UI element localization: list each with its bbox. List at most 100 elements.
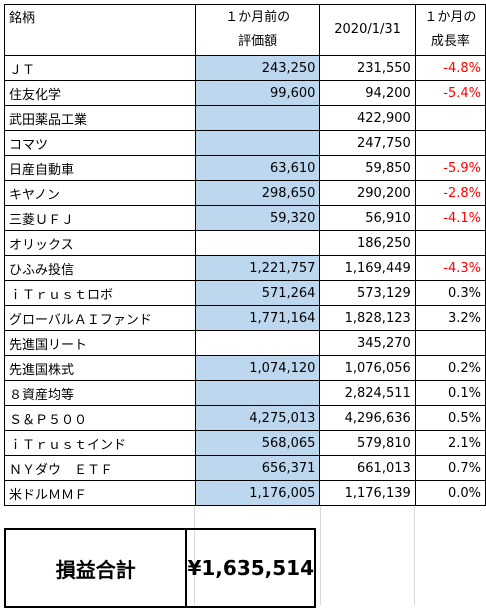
header-prev-line1: １か月前の (225, 10, 291, 25)
cell-growth-rate[interactable]: 2.1% (414, 430, 486, 456)
table-row: 武田薬品工業 422,900 (4, 105, 486, 131)
cell-current-value[interactable]: 2,824,511 (319, 380, 416, 406)
header-prev-cell[interactable]: １か月前の 評価額 (194, 4, 321, 56)
cell-current-value[interactable]: 231,550 (319, 55, 416, 81)
cell-name[interactable]: ひふみ投信 (4, 255, 196, 281)
cell-name[interactable]: 米ドルＭＭＦ (4, 480, 196, 506)
header-rate-line2: 成長率 (430, 34, 470, 49)
cell-prev-value[interactable] (194, 230, 321, 256)
cell-name[interactable]: 住友化学 (4, 80, 196, 106)
cell-current-value[interactable]: 59,850 (319, 155, 416, 181)
table-row: 三菱ＵＦＪ 59,320 56,910 -4.1% (4, 205, 486, 231)
cell-name[interactable]: コマツ (4, 130, 196, 156)
cell-prev-value[interactable] (194, 330, 321, 356)
cell-prev-value[interactable] (194, 130, 321, 156)
cell-prev-value[interactable]: 568,065 (194, 430, 321, 456)
header-date-cell[interactable]: 2020/1/31 (319, 4, 416, 56)
header-name-cell[interactable]: 銘柄 (4, 4, 196, 56)
table-row: キヤノン 298,650 290,200 -2.8% (4, 180, 486, 206)
cell-current-value[interactable]: 186,250 (319, 230, 416, 256)
summary-value[interactable]: ¥1,635,514 (187, 556, 314, 580)
cell-growth-rate[interactable]: 0.3% (414, 280, 486, 306)
cell-name[interactable]: キヤノン (4, 180, 196, 206)
cell-current-value[interactable]: 661,013 (319, 455, 416, 481)
cell-name[interactable]: 先進国株式 (4, 355, 196, 381)
cell-prev-value[interactable]: 243,250 (194, 55, 321, 81)
cell-prev-value[interactable]: 571,264 (194, 280, 321, 306)
cell-name[interactable]: Ｓ＆Ｐ５００ (4, 405, 196, 431)
cell-name[interactable]: 三菱ＵＦＪ (4, 205, 196, 231)
gridline (194, 505, 195, 605)
table-row: グローバルＡＩファンド 1,771,164 1,828,123 3.2% (4, 305, 486, 331)
cell-current-value[interactable]: 247,750 (319, 130, 416, 156)
cell-name[interactable]: ８資産均等 (4, 380, 196, 406)
cell-growth-rate[interactable]: 0.2% (414, 355, 486, 381)
cell-current-value[interactable]: 4,296,636 (319, 405, 416, 431)
cell-growth-rate[interactable]: -5.9% (414, 155, 486, 181)
cell-current-value[interactable]: 573,129 (319, 280, 416, 306)
summary-label[interactable]: 損益合計 (6, 530, 188, 606)
cell-name[interactable]: ＮＹダウ ＥＴＦ (4, 455, 196, 481)
cell-prev-value[interactable] (194, 380, 321, 406)
cell-prev-value[interactable]: 1,176,005 (194, 480, 321, 506)
cell-current-value[interactable]: 1,076,056 (319, 355, 416, 381)
table-row: 住友化学 99,600 94,200 -5.4% (4, 80, 486, 106)
cell-growth-rate[interactable] (414, 130, 486, 156)
cell-growth-rate[interactable]: -4.1% (414, 205, 486, 231)
cell-prev-value[interactable]: 99,600 (194, 80, 321, 106)
cell-growth-rate[interactable]: 0.7% (414, 455, 486, 481)
table-row: ８資産均等 2,824,511 0.1% (4, 380, 486, 406)
cell-prev-value[interactable]: 63,610 (194, 155, 321, 181)
table-row: 先進国リート 345,270 (4, 330, 486, 356)
cell-name[interactable]: ｉＴｒｕｓｔインド (4, 430, 196, 456)
cell-prev-value[interactable]: 298,650 (194, 180, 321, 206)
cell-growth-rate[interactable]: 0.0% (414, 480, 486, 506)
cell-prev-value[interactable]: 656,371 (194, 455, 321, 481)
table-row: ひふみ投信 1,221,757 1,169,449 -4.3% (4, 255, 486, 281)
cell-prev-value[interactable]: 59,320 (194, 205, 321, 231)
cell-current-value[interactable]: 422,900 (319, 105, 416, 131)
cell-growth-rate[interactable] (414, 230, 486, 256)
header-prev-line2: 評価額 (238, 34, 278, 49)
table-row: コマツ 247,750 (4, 130, 486, 156)
cell-prev-value[interactable] (194, 105, 321, 131)
cell-current-value[interactable]: 1,169,449 (319, 255, 416, 281)
table-row: 米ドルＭＭＦ 1,176,005 1,176,139 0.0% (4, 480, 486, 506)
cell-growth-rate[interactable]: -4.8% (414, 55, 486, 81)
cell-current-value[interactable]: 290,200 (319, 180, 416, 206)
cell-name[interactable]: ＪＴ (4, 55, 196, 81)
cell-current-value[interactable]: 56,910 (319, 205, 416, 231)
cell-growth-rate[interactable]: -4.3% (414, 255, 486, 281)
cell-name[interactable]: ｉＴｒｕｓｔロボ (4, 280, 196, 306)
cell-name[interactable]: オリックス (4, 230, 196, 256)
cell-current-value[interactable]: 345,270 (319, 330, 416, 356)
table-row: ｉＴｒｕｓｔインド 568,065 579,810 2.1% (4, 430, 486, 456)
cell-growth-rate[interactable] (414, 105, 486, 131)
cell-prev-value[interactable]: 4,275,013 (194, 405, 321, 431)
header-rate-cell[interactable]: １か月の 成長率 (414, 4, 486, 56)
cell-growth-rate[interactable]: -5.4% (414, 80, 486, 106)
cell-current-value[interactable]: 579,810 (319, 430, 416, 456)
cell-prev-value[interactable]: 1,221,757 (194, 255, 321, 281)
cell-growth-rate[interactable]: 0.1% (414, 380, 486, 406)
cell-name[interactable]: グローバルＡＩファンド (4, 305, 196, 331)
header-name: 銘柄 (9, 11, 36, 26)
cell-name[interactable]: 先進国リート (4, 330, 196, 356)
table-row: オリックス 186,250 (4, 230, 486, 256)
cell-prev-value[interactable]: 1,771,164 (194, 305, 321, 331)
cell-growth-rate[interactable] (414, 330, 486, 356)
cell-current-value[interactable]: 1,828,123 (319, 305, 416, 331)
cell-prev-value[interactable]: 1,074,120 (194, 355, 321, 381)
cell-current-value[interactable]: 94,200 (319, 80, 416, 106)
table-row: ｉＴｒｕｓｔロボ 571,264 573,129 0.3% (4, 280, 486, 306)
gridline (320, 505, 321, 605)
gridline (4, 505, 484, 506)
cell-current-value[interactable]: 1,176,139 (319, 480, 416, 506)
cell-name[interactable]: 武田薬品工業 (4, 105, 196, 131)
cell-growth-rate[interactable]: 3.2% (414, 305, 486, 331)
cell-growth-rate[interactable]: -2.8% (414, 180, 486, 206)
cell-name[interactable]: 日産自動車 (4, 155, 196, 181)
cell-growth-rate[interactable]: 0.5% (414, 405, 486, 431)
table-body: ＪＴ 243,250 231,550 -4.8% 住友化学 99,600 94,200 -5.… (4, 55, 486, 506)
